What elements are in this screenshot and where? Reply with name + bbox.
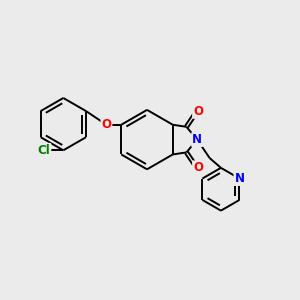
- Text: O: O: [101, 118, 111, 131]
- Text: Cl: Cl: [38, 144, 50, 157]
- Text: N: N: [235, 172, 244, 185]
- Text: N: N: [192, 133, 202, 146]
- Text: O: O: [193, 161, 203, 174]
- Text: O: O: [193, 105, 203, 118]
